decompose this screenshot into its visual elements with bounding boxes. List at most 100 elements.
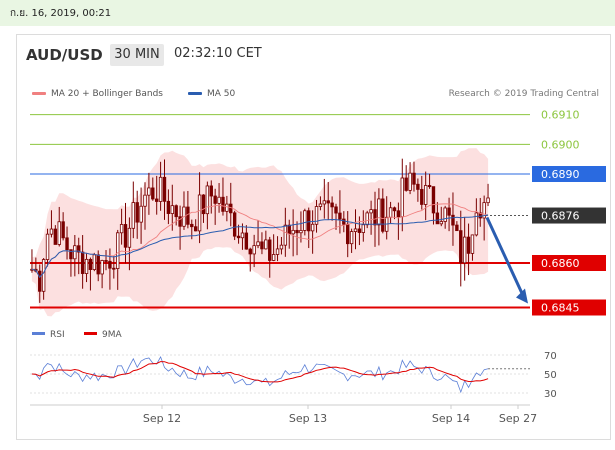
candle-body — [474, 212, 479, 236]
candle-body — [283, 224, 288, 246]
candle-body — [388, 207, 393, 218]
candle-body — [213, 195, 217, 204]
candle-body — [186, 206, 190, 225]
candle-body — [88, 258, 93, 270]
candle-body — [256, 241, 260, 247]
candle-body — [96, 254, 100, 275]
level-label-0.6876: 0.6876 — [541, 210, 580, 223]
rsi-legend-swatch-RSI — [32, 332, 45, 335]
legend-ma50: MA 50 — [188, 89, 235, 99]
chart-time: 02:32:10 CET — [174, 46, 262, 61]
candle-body — [38, 270, 42, 292]
candle-body — [381, 198, 385, 232]
candle-body — [174, 205, 178, 218]
candle-body — [318, 203, 323, 207]
candle-body — [478, 212, 482, 219]
candle-body — [49, 228, 54, 235]
candle-body — [310, 223, 315, 232]
candle-body — [334, 206, 338, 214]
candle-body — [353, 228, 358, 232]
x-tick-label: Sep 12 — [143, 412, 181, 425]
candle-body — [307, 210, 311, 232]
candle-body — [404, 177, 408, 191]
bollinger-band — [31, 148, 489, 317]
candle-body — [69, 249, 73, 260]
legend-ma20-swatch — [32, 92, 46, 95]
candle-body — [295, 229, 299, 234]
candle-body — [197, 194, 202, 232]
candle-body — [151, 187, 155, 200]
candle-body — [201, 194, 206, 215]
level-label-0.6845: 0.6845 — [541, 302, 580, 315]
timestamp-bar: ก.ย. 16, 2019, 00:21 — [0, 0, 615, 26]
level-label-0.6910: 0.6910 — [541, 109, 580, 122]
candle-body — [369, 209, 373, 214]
candle-body — [431, 186, 436, 214]
candle-body — [357, 228, 362, 233]
candle-body — [119, 224, 124, 234]
candle-body — [147, 187, 151, 196]
candle-body — [486, 197, 490, 204]
candle-body — [455, 224, 459, 232]
timestamp: ก.ย. 16, 2019, 00:21 — [10, 8, 112, 19]
candle-body — [53, 228, 58, 245]
rsi-legend-9MA: 9MA — [102, 330, 122, 340]
candle-body — [154, 198, 159, 202]
candle-body — [264, 239, 268, 250]
candle-body — [209, 185, 213, 197]
candle-body — [338, 212, 342, 220]
candle-body — [244, 232, 249, 250]
candle-body — [361, 224, 366, 233]
candle-body — [131, 202, 136, 229]
candle-body — [427, 185, 432, 188]
candle-body — [377, 198, 381, 226]
candle-body — [166, 200, 171, 214]
candle-body — [459, 230, 463, 264]
candle-body — [423, 185, 428, 205]
legend-ma50-label: MA 50 — [207, 89, 236, 99]
candle-body — [73, 245, 77, 260]
legend-ma20-label: MA 20 + Bollinger Bands — [51, 89, 163, 99]
candle-body — [408, 172, 412, 191]
candle-body — [57, 221, 61, 245]
candle-body — [236, 235, 241, 239]
candle-body — [232, 212, 237, 237]
forecast-arrowhead — [516, 288, 528, 304]
candle-body — [229, 203, 233, 214]
candle-body — [100, 260, 104, 275]
legend-ma50-swatch — [188, 92, 202, 95]
candle-body — [139, 205, 143, 223]
candle-body — [77, 245, 81, 253]
rsi-legend-RSI: RSI — [50, 330, 65, 340]
candle-body — [279, 244, 284, 250]
candle-body — [65, 237, 69, 251]
level-box-0.6845 — [532, 299, 606, 316]
currency-pair: AUD/USD — [26, 46, 103, 64]
candle-body — [412, 172, 416, 185]
x-tick-label: Sep 27 — [499, 412, 537, 425]
rsi-legend-swatch-9MA — [84, 332, 97, 335]
candle-body — [349, 231, 354, 245]
candle-body — [342, 218, 346, 225]
attribution: Research © 2019 Trading Central — [448, 89, 599, 99]
candle-body — [84, 258, 89, 274]
candle-body — [135, 202, 139, 223]
candle-body — [271, 254, 276, 261]
candle-body — [291, 229, 295, 235]
level-label-0.6860: 0.6860 — [541, 257, 580, 270]
candle-body — [104, 260, 108, 262]
candle-body — [127, 227, 132, 248]
candle-body — [287, 224, 291, 235]
ma50-line — [31, 214, 489, 279]
legend-ma20: MA 20 + Bollinger Bands — [32, 89, 163, 99]
candle-body — [346, 223, 350, 245]
candle-body — [61, 221, 65, 239]
rsi-tick-70: 70 — [544, 351, 557, 362]
candle-body — [435, 212, 440, 225]
candle-body — [193, 226, 198, 232]
candle-body — [322, 200, 327, 205]
rsi-tick-50: 50 — [544, 370, 557, 381]
candle-body — [240, 232, 245, 239]
candle-body — [299, 230, 303, 234]
